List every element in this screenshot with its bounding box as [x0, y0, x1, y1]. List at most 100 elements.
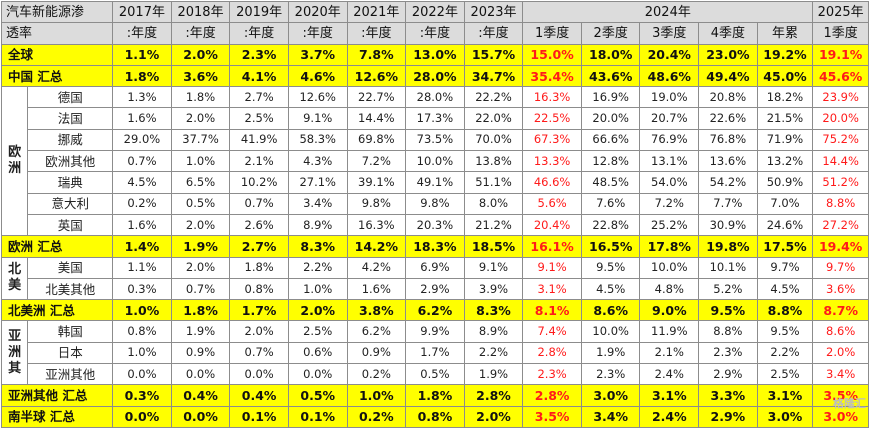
period-header: :年度 — [230, 23, 289, 44]
value-cell: 2.9% — [406, 278, 465, 299]
value-cell: 3.3% — [699, 385, 758, 406]
value-cell: 1.0% — [288, 278, 347, 299]
value-cell: 2.0% — [171, 214, 230, 235]
value-cell: 9.1% — [464, 257, 523, 278]
value-cell: 19.8% — [699, 236, 758, 257]
value-cell: 1.8% — [171, 300, 230, 321]
value-cell: 2.0% — [464, 406, 523, 427]
value-cell: 2.7% — [230, 87, 289, 108]
region-char: 北 — [2, 262, 27, 278]
value-cell: 14.4% — [813, 151, 869, 172]
value-cell: 0.7% — [230, 193, 289, 214]
value-cell: 21.2% — [464, 214, 523, 235]
value-cell: 17.3% — [406, 108, 465, 129]
value-cell: 2.0% — [288, 300, 347, 321]
value-cell: 0.3% — [113, 385, 172, 406]
value-cell: 1.0% — [113, 300, 172, 321]
value-cell: 22.5% — [523, 108, 582, 129]
value-cell: 9.7% — [813, 257, 869, 278]
year-header: 2019年 — [230, 2, 289, 23]
value-cell: 8.7% — [813, 300, 869, 321]
value-cell: 16.3% — [523, 87, 582, 108]
value-cell: 0.0% — [171, 364, 230, 385]
value-cell: 2.3% — [581, 364, 640, 385]
value-cell: 10.0% — [640, 257, 699, 278]
value-cell: 0.1% — [230, 406, 289, 427]
value-cell: 30.9% — [699, 214, 758, 235]
value-cell: 2.9% — [699, 406, 758, 427]
value-cell: 16.3% — [347, 214, 406, 235]
value-cell: 69.8% — [347, 129, 406, 150]
value-cell: 1.9% — [171, 321, 230, 342]
value-cell: 48.5% — [581, 172, 640, 193]
value-cell: 9.9% — [406, 321, 465, 342]
value-cell: 49.4% — [699, 65, 758, 86]
value-cell: 0.4% — [230, 385, 289, 406]
year-header: 2020年 — [288, 2, 347, 23]
value-cell: 45.6% — [813, 65, 869, 86]
value-cell: 2.1% — [640, 342, 699, 363]
value-cell: 3.7% — [288, 44, 347, 65]
value-cell: 27.1% — [288, 172, 347, 193]
row-label: 意大利 — [28, 193, 113, 214]
table-title-line2: 透率 — [2, 23, 113, 44]
value-cell: 1.6% — [347, 278, 406, 299]
row-label: 瑞典 — [28, 172, 113, 193]
value-cell: 12.8% — [581, 151, 640, 172]
period-header: :年度 — [406, 23, 465, 44]
region-char: 洲 — [2, 345, 27, 361]
value-cell: 4.5% — [581, 278, 640, 299]
value-cell: 75.2% — [813, 129, 869, 150]
period-header: :年度 — [171, 23, 230, 44]
value-cell: 7.2% — [640, 193, 699, 214]
value-cell: 37.7% — [171, 129, 230, 150]
period-header: 4季度 — [699, 23, 758, 44]
value-cell: 2.7% — [230, 236, 289, 257]
value-cell: 8.6% — [581, 300, 640, 321]
value-cell: 7.2% — [347, 151, 406, 172]
value-cell: 15.7% — [464, 44, 523, 65]
value-cell: 9.8% — [406, 193, 465, 214]
value-cell: 19.4% — [813, 236, 869, 257]
value-cell: 2.5% — [288, 321, 347, 342]
region-char: 洲 — [2, 161, 27, 177]
value-cell: 25.2% — [640, 214, 699, 235]
value-cell: 16.9% — [581, 87, 640, 108]
region-label: 北美 — [2, 257, 28, 300]
value-cell: 18.5% — [464, 236, 523, 257]
period-header: 1季度 — [813, 23, 869, 44]
value-cell: 7.7% — [699, 193, 758, 214]
value-cell: 8.8% — [699, 321, 758, 342]
value-cell: 10.0% — [581, 321, 640, 342]
value-cell: 2.5% — [757, 364, 813, 385]
value-cell: 8.3% — [464, 300, 523, 321]
value-cell: 4.2% — [347, 257, 406, 278]
period-header: :年度 — [113, 23, 172, 44]
value-cell: 8.3% — [288, 236, 347, 257]
region-char: 美 — [2, 278, 27, 294]
value-cell: 13.0% — [406, 44, 465, 65]
value-cell: 21.5% — [757, 108, 813, 129]
value-cell: 1.7% — [230, 300, 289, 321]
value-cell: 14.4% — [347, 108, 406, 129]
value-cell: 3.4% — [813, 364, 869, 385]
region-char: 亚 — [2, 329, 27, 345]
value-cell: 3.0% — [757, 406, 813, 427]
value-cell: 2.0% — [171, 108, 230, 129]
value-cell: 28.0% — [406, 87, 465, 108]
value-cell: 45.0% — [757, 65, 813, 86]
value-cell: 0.7% — [113, 151, 172, 172]
value-cell: 0.8% — [113, 321, 172, 342]
value-cell: 22.2% — [464, 87, 523, 108]
value-cell: 0.2% — [347, 406, 406, 427]
value-cell: 14.2% — [347, 236, 406, 257]
value-cell: 10.1% — [699, 257, 758, 278]
year-header: 2017年 — [113, 2, 172, 23]
value-cell: 1.8% — [171, 87, 230, 108]
value-cell: 29.0% — [113, 129, 172, 150]
value-cell: 0.8% — [406, 406, 465, 427]
value-cell: 20.0% — [813, 108, 869, 129]
